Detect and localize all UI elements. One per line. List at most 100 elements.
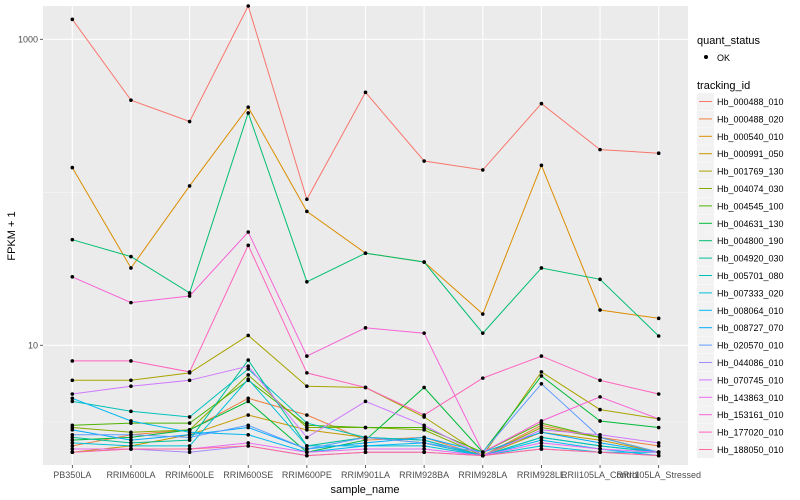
data-point bbox=[598, 432, 602, 437]
data-point bbox=[305, 421, 309, 425]
data-point bbox=[70, 444, 75, 448]
data-point bbox=[539, 266, 544, 270]
data-point bbox=[70, 450, 75, 455]
legend-label: Hb_001769_130 bbox=[717, 167, 784, 177]
data-point bbox=[129, 98, 133, 102]
data-point bbox=[305, 371, 309, 375]
data-point bbox=[70, 359, 75, 363]
data-point bbox=[129, 430, 133, 435]
data-point bbox=[305, 209, 309, 214]
data-point bbox=[246, 432, 251, 437]
data-point bbox=[539, 101, 544, 106]
legend-item: Hb_000991_050 bbox=[697, 145, 784, 163]
x-tick-label: RRII105LA_Stressed bbox=[616, 470, 701, 480]
y-axis-title: FPKM + 1 bbox=[6, 211, 18, 260]
data-point bbox=[129, 435, 133, 440]
data-point bbox=[480, 453, 485, 458]
data-point bbox=[70, 432, 75, 437]
data-point bbox=[539, 435, 544, 440]
legend-quant-key-point bbox=[704, 55, 708, 59]
legend-label: Hb_070745_010 bbox=[717, 375, 784, 385]
legend-label: Hb_143863_010 bbox=[717, 393, 784, 403]
data-point bbox=[656, 316, 661, 321]
legend-item: Hb_177020_010 bbox=[697, 423, 784, 441]
data-point bbox=[598, 441, 602, 445]
data-point bbox=[305, 197, 309, 202]
x-tick-label: RRIM928LA bbox=[458, 470, 507, 480]
data-point bbox=[363, 90, 368, 95]
data-point bbox=[480, 331, 485, 335]
data-point bbox=[539, 419, 544, 423]
data-point bbox=[598, 447, 602, 451]
legend-item: Hb_008727_070 bbox=[697, 319, 784, 337]
legend-item: Hb_188050_010 bbox=[697, 441, 784, 458]
data-point bbox=[363, 435, 368, 440]
legend-item: Hb_000488_020 bbox=[697, 110, 784, 128]
legend-item: Hb_004920_030 bbox=[697, 249, 784, 267]
legend-quant-label: OK bbox=[717, 53, 730, 63]
data-point bbox=[70, 275, 75, 279]
y-axis-ticks: 10 1000 bbox=[18, 34, 43, 350]
data-point bbox=[246, 367, 251, 371]
legend-item: Hb_008064_010 bbox=[697, 301, 784, 319]
data-point bbox=[129, 254, 133, 259]
legend-item: Hb_007333_020 bbox=[697, 284, 784, 302]
data-point bbox=[539, 382, 544, 386]
data-point bbox=[70, 237, 75, 242]
legend-label: Hb_000488_020 bbox=[717, 114, 784, 124]
data-point bbox=[129, 266, 133, 270]
data-point bbox=[246, 243, 251, 248]
data-point bbox=[305, 354, 309, 358]
data-point bbox=[656, 425, 661, 430]
legend-item: Hb_005701_080 bbox=[697, 267, 784, 284]
data-point bbox=[656, 151, 661, 156]
data-point bbox=[70, 438, 75, 442]
data-point bbox=[422, 260, 426, 264]
x-axis-ticks: PB350LA RRIM600LA RRIM600LE RRIM600SE RRIM60… bbox=[53, 465, 701, 480]
data-point bbox=[187, 447, 192, 451]
data-point bbox=[246, 373, 251, 377]
data-point bbox=[70, 423, 75, 428]
data-point bbox=[187, 438, 192, 442]
x-tick-label: RRIM901LA bbox=[341, 470, 390, 480]
x-tick-label: RRIM928BA bbox=[399, 470, 449, 480]
data-point bbox=[598, 407, 602, 412]
legend-item: Hb_000540_010 bbox=[697, 127, 784, 145]
data-point bbox=[598, 395, 602, 399]
legend-label: Hb_020570_010 bbox=[717, 341, 784, 351]
legend-tracking-title: tracking_id bbox=[697, 80, 750, 92]
data-point bbox=[187, 432, 192, 437]
legend-label: Hb_044086_010 bbox=[717, 358, 784, 368]
data-point bbox=[187, 294, 192, 298]
data-point bbox=[246, 399, 251, 404]
data-point bbox=[422, 331, 426, 335]
data-point bbox=[70, 392, 75, 396]
legend-label: Hb_153161_010 bbox=[717, 410, 784, 420]
legend-label: Hb_005701_080 bbox=[717, 271, 784, 281]
data-point bbox=[480, 450, 485, 455]
data-point bbox=[129, 444, 133, 448]
x-tick-label: RRII105LA_Control bbox=[561, 470, 639, 480]
data-point bbox=[656, 392, 661, 396]
data-point bbox=[480, 312, 485, 316]
x-tick-label: PB350LA bbox=[53, 470, 91, 480]
data-point bbox=[363, 399, 368, 404]
data-point bbox=[187, 291, 192, 295]
data-point bbox=[422, 435, 426, 440]
legend-item: Hb_004800_190 bbox=[697, 232, 784, 250]
data-point bbox=[246, 396, 251, 401]
legend-label: Hb_004545_100 bbox=[717, 201, 784, 211]
data-point bbox=[539, 444, 544, 448]
data-point bbox=[598, 450, 602, 455]
legend-label: Hb_188050_010 bbox=[717, 445, 784, 455]
legend-quant-title: quant_status bbox=[697, 35, 760, 47]
data-point bbox=[70, 441, 75, 445]
data-point bbox=[187, 378, 192, 383]
legend-item: Hb_004545_100 bbox=[697, 197, 784, 215]
data-point bbox=[422, 450, 426, 455]
data-point bbox=[539, 370, 544, 374]
data-point bbox=[422, 447, 426, 451]
legend-item: Hb_070745_010 bbox=[697, 371, 784, 389]
data-point bbox=[656, 441, 661, 445]
